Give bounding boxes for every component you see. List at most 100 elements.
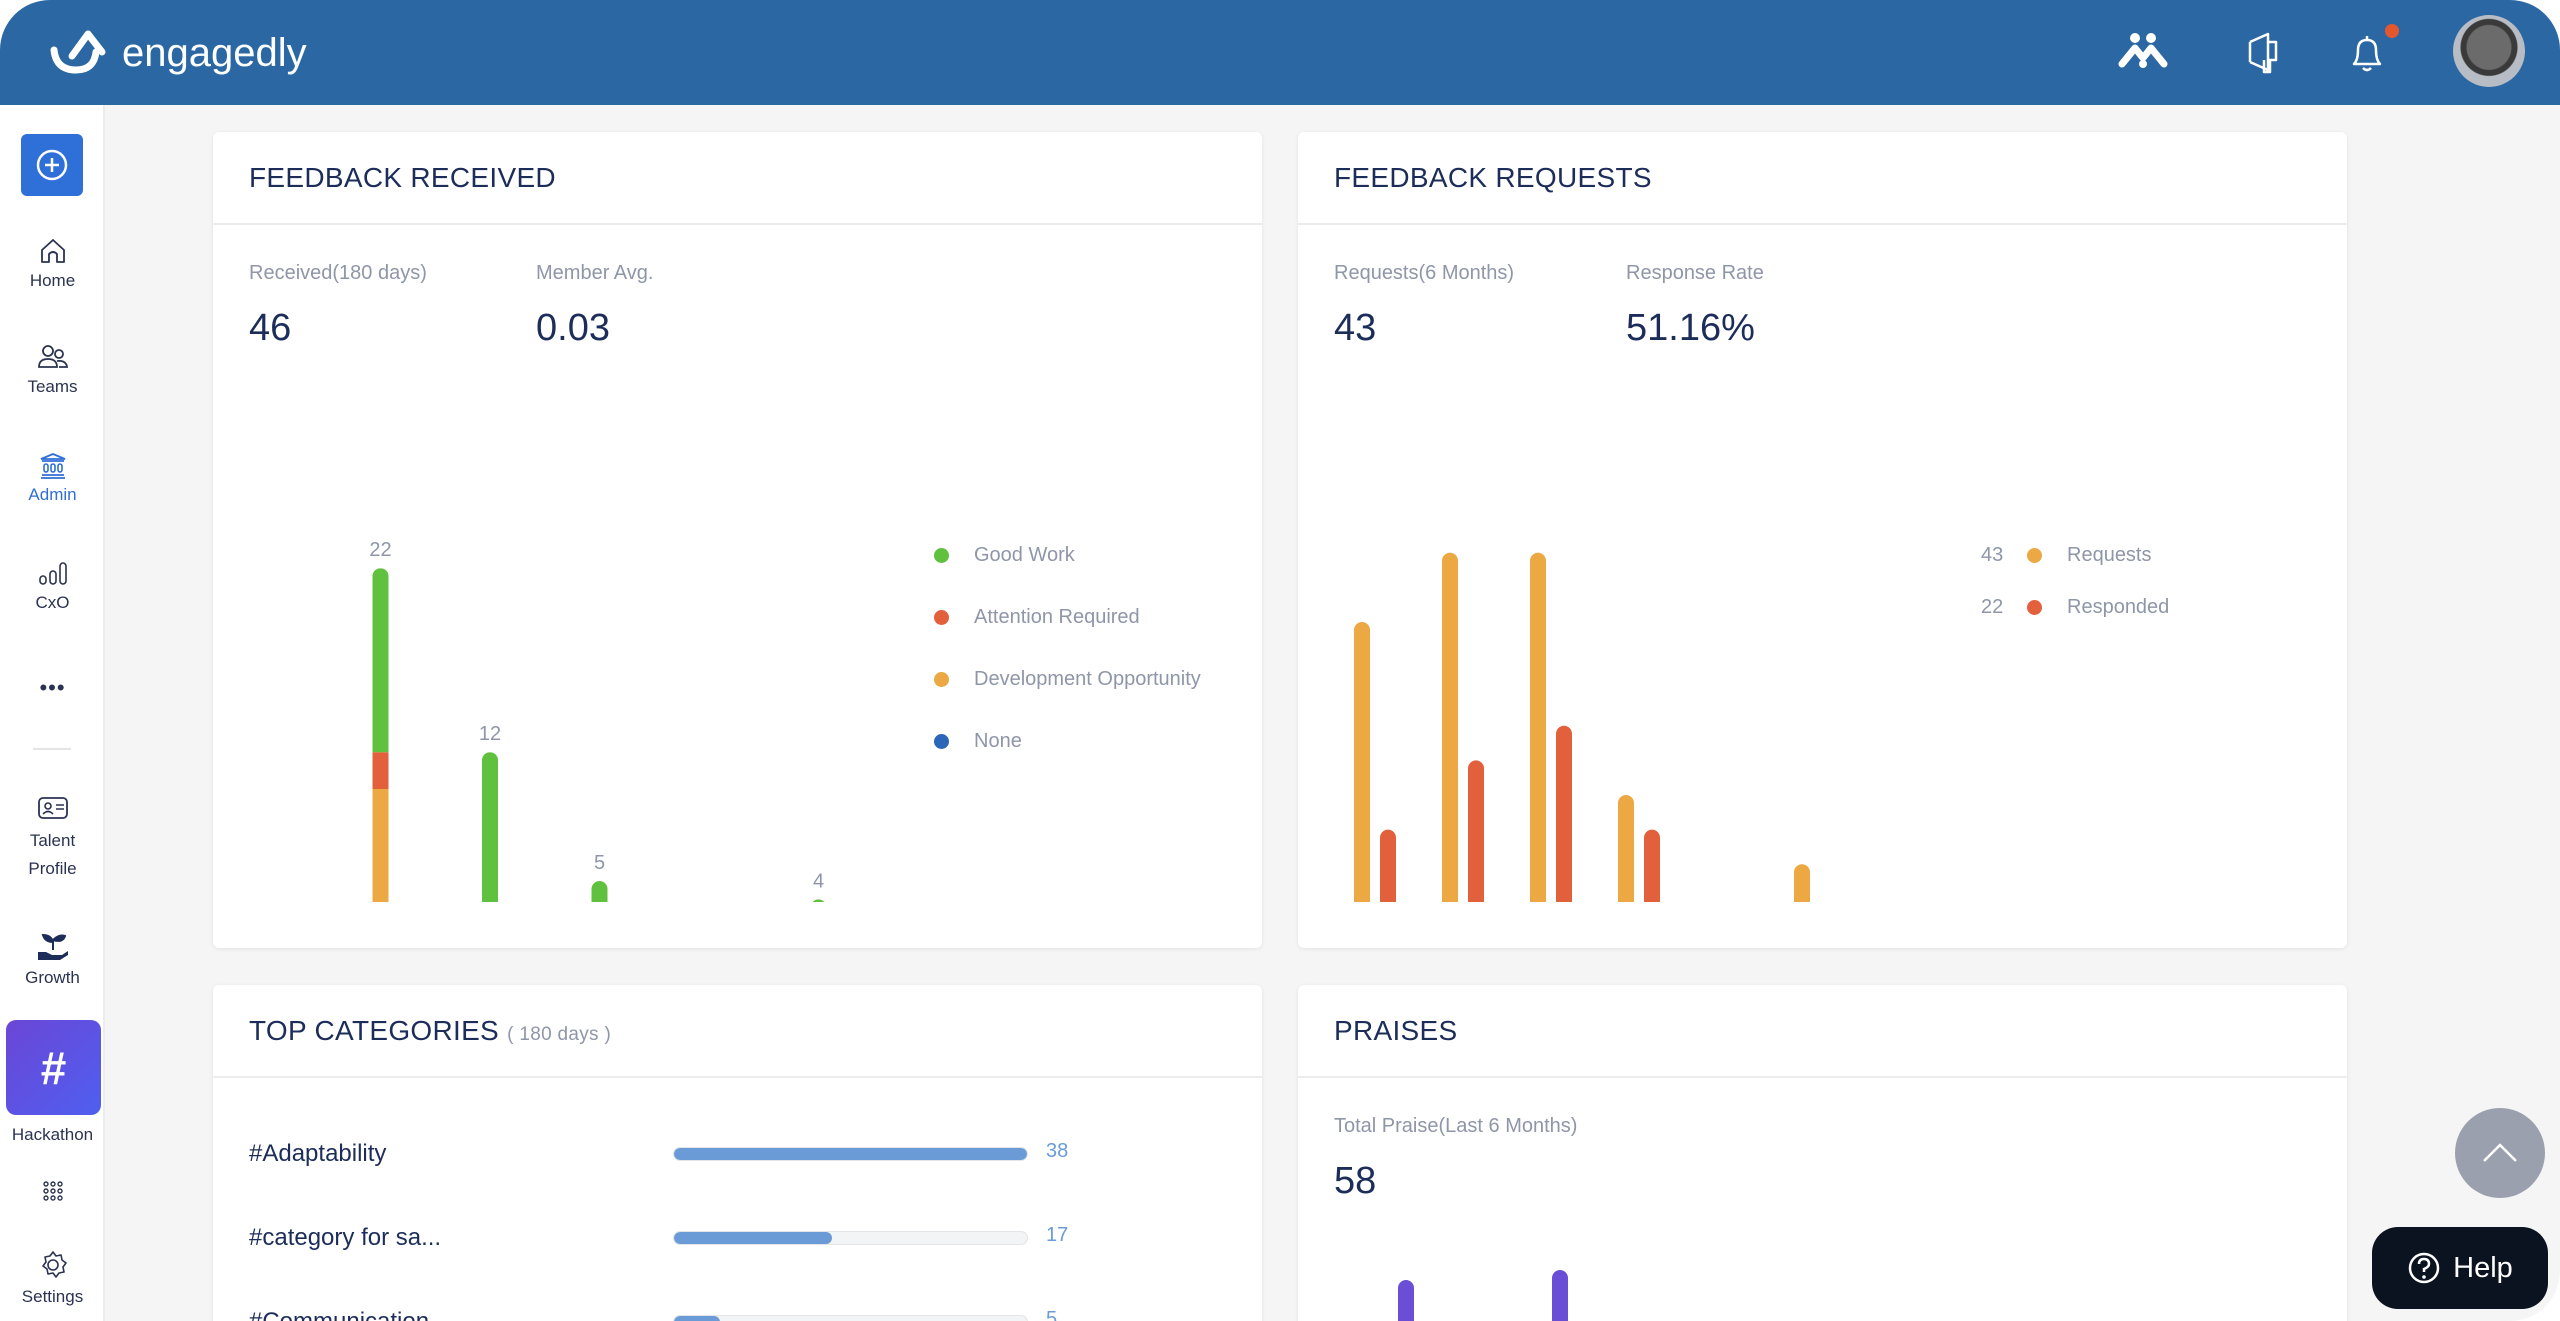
- engagedly-logo[interactable]: engagedly: [48, 28, 307, 78]
- category-bar: [673, 1315, 1028, 1321]
- legend-item: None: [934, 730, 1022, 753]
- legend-dot: [934, 672, 949, 687]
- bars-icon: [38, 562, 67, 585]
- legend-dot: [2027, 548, 2042, 563]
- sidebar-item-talent-profile[interactable]: Talent Profile: [0, 795, 105, 883]
- stat-label: Member Avg.: [536, 262, 654, 284]
- stat-label: Requests(6 Months): [1334, 262, 1515, 284]
- stat-value: 58: [1334, 1160, 1377, 1202]
- legend-label: None: [974, 730, 1022, 752]
- legend-total: 22: [1981, 596, 2004, 618]
- legend-item: Attention Required: [934, 606, 1140, 629]
- bar-segment: [591, 881, 608, 902]
- divider: [1298, 1076, 2347, 1078]
- sidebar-item-label: Growth: [25, 968, 80, 987]
- legend-label: Responded: [2067, 596, 2170, 618]
- bar-segment: [372, 789, 389, 902]
- more-horizontal-icon[interactable]: •••: [39, 675, 66, 700]
- bank-icon: [40, 453, 65, 479]
- category-name: #category for sa...: [249, 1224, 442, 1251]
- praises-card: PRAISES Total Praise(Last 6 Months) 58: [1298, 985, 2347, 1321]
- category-count: 5: [1046, 1308, 1058, 1321]
- help-button[interactable]: Help: [2372, 1227, 2548, 1309]
- bar: [1530, 552, 1546, 902]
- feedback-requests-chart: MarAprMayJunJulAug: [1354, 552, 1810, 902]
- praise-bar: [1552, 1270, 1568, 1321]
- bar: [1442, 552, 1458, 902]
- category-row: #Adaptability 38: [249, 1140, 1149, 1170]
- sidebar-item-label: Teams: [27, 377, 78, 396]
- sidebar-item-label: Talent Profile: [28, 831, 77, 878]
- category-bar: [673, 1147, 1028, 1161]
- question-circle-icon: [2408, 1252, 2440, 1284]
- legend-item: Good Work: [934, 544, 1075, 567]
- stat-value: 46: [249, 307, 292, 349]
- brand-name: engagedly: [122, 30, 307, 75]
- stat-value: 43: [1334, 307, 1377, 349]
- legend-label: Requests: [2067, 544, 2152, 566]
- bar: [1618, 795, 1634, 902]
- megaphone-icon[interactable]: [2238, 28, 2288, 78]
- bar: [1794, 864, 1810, 902]
- feedback-received-card: FEEDBACK RECEIVED Received(180 days) 46 …: [213, 132, 1262, 948]
- sidebar-item-cxo[interactable]: CxO: [0, 559, 105, 613]
- sidebar-item-label: CxO: [35, 593, 70, 612]
- bar-segment: [482, 752, 498, 902]
- divider: [213, 1076, 1262, 1078]
- avatar[interactable]: [2453, 15, 2525, 87]
- bell-icon[interactable]: [2342, 28, 2392, 78]
- sidebar-item-teams[interactable]: Teams: [0, 343, 105, 397]
- category-bar-fill: [674, 1316, 721, 1321]
- create-button[interactable]: [21, 134, 83, 196]
- top-categories-card: TOP CATEGORIES ( 180 days ) #Adaptabilit…: [213, 985, 1262, 1321]
- bar-segment: [372, 752, 389, 789]
- stat-label: Response Rate: [1626, 262, 1764, 284]
- bar: [1556, 725, 1572, 902]
- legend-label: Attention Required: [974, 606, 1140, 628]
- category-bar: [673, 1231, 1028, 1245]
- divider: [1298, 223, 2347, 225]
- stat-value: 0.03: [536, 307, 610, 349]
- stat-value: 51.16%: [1626, 307, 1755, 349]
- category-bar-fill: [674, 1148, 1027, 1160]
- sidebar-item-hackathon[interactable]: #: [6, 1020, 101, 1115]
- legend-dot: [934, 734, 949, 749]
- id-card-icon: [37, 797, 68, 819]
- card-title: FEEDBACK RECEIVED: [249, 162, 556, 193]
- legend-dot: [934, 548, 949, 563]
- legend-label: Good Work: [974, 544, 1075, 566]
- teams-icon: [37, 345, 68, 368]
- divider: [213, 223, 1262, 225]
- legend-item: 22 Responded: [1981, 596, 2169, 619]
- card-title: FEEDBACK REQUESTS: [1334, 162, 1652, 193]
- data-label: 12: [479, 723, 501, 745]
- sidebar-item-growth[interactable]: Growth: [0, 930, 105, 988]
- sidebar-item-home[interactable]: Home: [0, 237, 105, 291]
- plus-circle-icon: [36, 149, 68, 181]
- category-bar-fill: [674, 1232, 832, 1244]
- legend-item: Development Opportunity: [934, 668, 1201, 691]
- chevron-up-icon: [2483, 1143, 2517, 1162]
- card-title: PRAISES: [1334, 1015, 1458, 1046]
- scroll-to-top-button[interactable]: [2455, 1108, 2545, 1198]
- stacked-bar: [810, 899, 827, 902]
- grid-icon[interactable]: [0, 1179, 105, 1209]
- bar: [1354, 622, 1370, 902]
- bar: [1380, 829, 1396, 902]
- stat-label: Received(180 days): [249, 262, 427, 284]
- category-name: #Communication: [249, 1308, 429, 1321]
- people-icon[interactable]: [2118, 28, 2168, 78]
- category-name: #Adaptability: [249, 1140, 387, 1167]
- top-bar: engagedly: [0, 0, 2560, 105]
- stacked-bar: [482, 752, 498, 902]
- sidebar-item-settings[interactable]: Settings: [0, 1249, 105, 1307]
- bar: [1644, 829, 1660, 902]
- legend-item: 43 Requests: [1981, 544, 2152, 567]
- legend-dot: [934, 610, 949, 625]
- sidebar-item-label: Settings: [21, 1287, 84, 1306]
- sidebar-item-admin[interactable]: Admin: [0, 451, 105, 505]
- sidebar-item-label: Home: [29, 271, 76, 290]
- stacked-bar: [591, 881, 608, 902]
- bar-segment: [810, 899, 827, 902]
